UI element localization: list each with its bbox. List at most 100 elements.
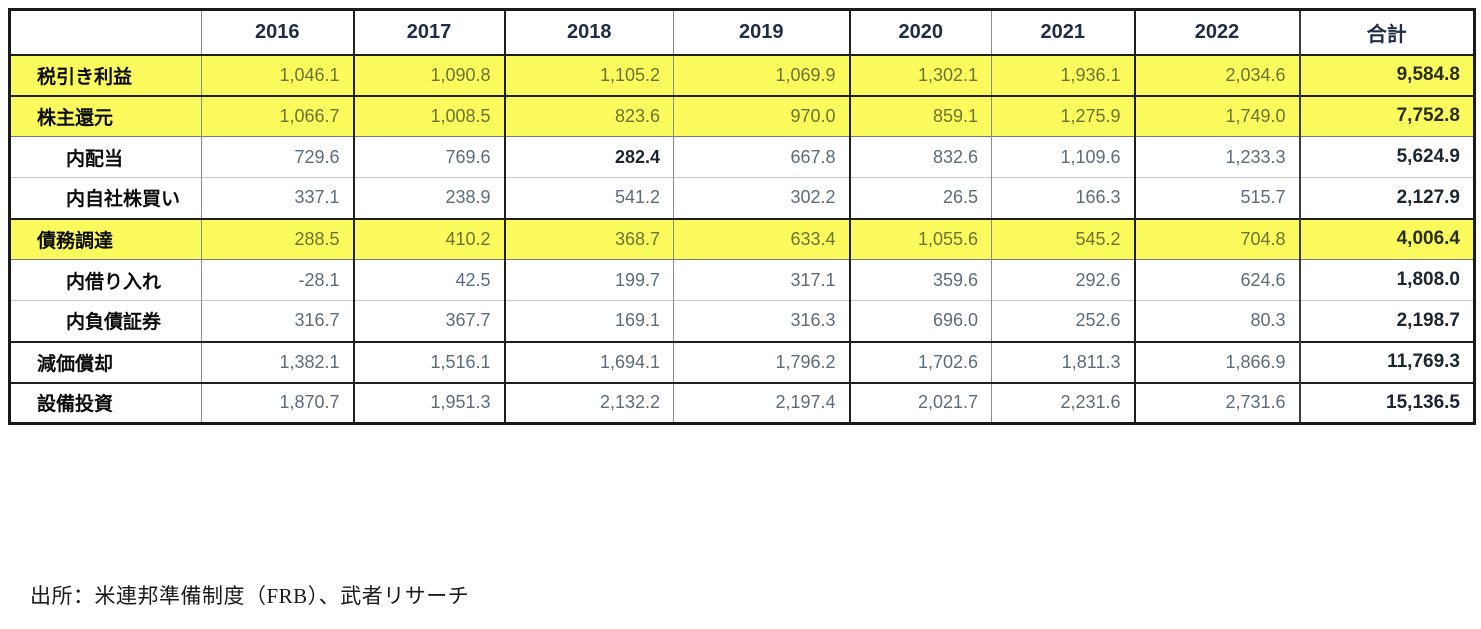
table-row: 債務調達 288.5 410.2 368.7 633.4 1,055.6 545.2 704.…: [9, 218, 1475, 260]
row-label: 内配当: [66, 148, 124, 170]
table-header: 2016 2017 2018 2019 2020 2021 2022 合計: [10, 9, 1475, 55]
value-cell: 1,382.1: [201, 341, 354, 383]
column-header: 2020: [848, 9, 992, 55]
row-label: 株主還元: [37, 107, 114, 129]
value-cell: 1,302.1: [848, 54, 992, 96]
total-cell: 1,808.0: [1298, 259, 1475, 301]
value-cell: 545.2: [991, 218, 1135, 260]
value-cell: 633.4: [673, 218, 850, 260]
source-note: 出所：米連邦準備制度（FRB）、武者リサーチ: [30, 584, 470, 608]
value-cell: 199.7: [503, 259, 674, 301]
value-cell: 252.6: [991, 300, 1135, 342]
value-cell: 1,008.5: [352, 95, 505, 137]
column-header: 2022: [1133, 9, 1300, 55]
value-cell: 367.7: [352, 300, 505, 342]
column-header: 2017: [352, 9, 505, 55]
value-cell: 1,811.3: [991, 341, 1135, 383]
column-header: 2016: [201, 9, 354, 55]
corner-header: [10, 10, 202, 55]
row-label: 減価償却: [37, 353, 114, 375]
value-cell: 316.3: [673, 300, 850, 342]
value-cell: 2,231.6: [991, 382, 1135, 424]
table-row: 株主還元 1,066.7 1,008.5 823.6 970.0 859.1 1,275.9…: [9, 95, 1475, 137]
value-cell: -28.1: [201, 259, 354, 301]
total-cell: 2,127.9: [1298, 177, 1475, 219]
value-cell: 667.8: [673, 136, 850, 178]
value-cell: 832.6: [848, 136, 992, 178]
table-row: 内負債証券 316.7 367.7 169.1 316.3 696.0 252.6 80.3 2…: [9, 300, 1475, 342]
total-cell: 15,136.5: [1298, 382, 1475, 424]
total-cell: 7,752.8: [1298, 95, 1475, 137]
value-cell: 292.6: [991, 259, 1135, 301]
row-label: 債務調達: [37, 230, 114, 252]
value-cell: 288.5: [201, 218, 354, 260]
value-cell: 970.0: [673, 95, 850, 137]
value-cell: 1,066.7: [201, 95, 354, 137]
value-cell: 238.9: [352, 177, 505, 219]
value-cell: 337.1: [201, 177, 354, 219]
table-body: 税引き利益 1,046.1 1,090.8 1,105.2 1,069.9 1,302.1…: [9, 54, 1475, 424]
value-cell: 1,233.3: [1133, 136, 1300, 178]
value-cell: 359.6: [848, 259, 992, 301]
value-cell: 1,936.1: [991, 54, 1135, 96]
value-cell: 729.6: [201, 136, 354, 178]
value-cell: 42.5: [352, 259, 505, 301]
total-cell: 5,624.9: [1298, 136, 1475, 178]
value-cell: 1,275.9: [991, 95, 1135, 137]
value-cell: 169.1: [503, 300, 674, 342]
value-cell: 410.2: [352, 218, 505, 260]
value-cell: 2,197.4: [673, 382, 850, 424]
row-label: 税引き利益: [37, 66, 133, 88]
row-label: 内借り入れ: [66, 271, 162, 293]
value-cell: 769.6: [352, 136, 505, 178]
value-cell: 515.7: [1133, 177, 1300, 219]
value-cell: 1,055.6: [848, 218, 992, 260]
value-cell: 368.7: [503, 218, 674, 260]
value-cell: 624.6: [1133, 259, 1300, 301]
table-row: 内自社株買い 337.1 238.9 541.2 302.2 26.5 166.3 515.7…: [9, 177, 1475, 219]
table-row: 減価償却 1,382.1 1,516.1 1,694.1 1,796.2 1,702.6 1…: [9, 341, 1475, 383]
value-cell: 80.3: [1133, 300, 1300, 342]
row-label: 設備投資: [37, 394, 114, 416]
value-cell: 317.1: [673, 259, 850, 301]
value-cell: 316.7: [201, 300, 354, 342]
column-header: 2018: [503, 9, 674, 55]
value-cell: 1,090.8: [352, 54, 505, 96]
value-cell: 1,516.1: [352, 341, 505, 383]
value-cell: 2,021.7: [848, 382, 992, 424]
value-cell: 696.0: [848, 300, 992, 342]
row-label: 内負債証券: [66, 312, 162, 334]
value-cell: 1,105.2: [503, 54, 674, 96]
value-cell: 26.5: [848, 177, 992, 219]
total-cell: 9,584.8: [1298, 54, 1475, 96]
table-row: 内配当 729.6 769.6 282.4 667.8 832.6 1,109.6 1,233…: [9, 136, 1475, 178]
value-cell: 302.2: [673, 177, 850, 219]
value-cell: 823.6: [503, 95, 674, 137]
column-header: 2021: [991, 9, 1135, 55]
value-cell: 704.8: [1133, 218, 1300, 260]
value-cell: 1,951.3: [352, 382, 505, 424]
total-cell: 4,006.4: [1298, 218, 1475, 260]
value-cell: 1,749.0: [1133, 95, 1300, 137]
total-cell: 2,198.7: [1298, 300, 1475, 342]
value-cell: 2,132.2: [503, 382, 674, 424]
value-cell: 1,866.9: [1133, 341, 1300, 383]
table-row: 税引き利益 1,046.1 1,090.8 1,105.2 1,069.9 1,302.1…: [9, 54, 1475, 96]
financial-flows-table: 2016 2017 2018 2019 2020 2021 2022 合計 税引き利益 1,04…: [8, 8, 1476, 425]
value-cell: 166.3: [991, 177, 1135, 219]
value-cell: 1,796.2: [673, 341, 850, 383]
value-cell: 1,109.6: [991, 136, 1135, 178]
value-cell: 2,034.6: [1133, 54, 1300, 96]
column-header: 2019: [673, 9, 850, 55]
column-header: 合計: [1298, 9, 1475, 55]
table-row: 内借り入れ -28.1 42.5 199.7 317.1 359.6 292.6 624.6 1…: [9, 259, 1475, 301]
value-cell: 1,694.1: [503, 341, 674, 383]
value-cell: 2,731.6: [1133, 382, 1300, 424]
header-row: 2016 2017 2018 2019 2020 2021 2022 合計: [10, 9, 1475, 55]
value-cell: 541.2: [503, 177, 674, 219]
value-cell: 1,702.6: [848, 341, 992, 383]
total-cell: 11,769.3: [1298, 341, 1475, 383]
table-row: 設備投資 1,870.7 1,951.3 2,132.2 2,197.4 2,021.7 2…: [9, 382, 1475, 424]
value-cell: 1,046.1: [201, 54, 354, 96]
financial-flows-table-container: 2016 2017 2018 2019 2020 2021 2022 合計 税引き利益 1,04…: [8, 8, 1476, 425]
